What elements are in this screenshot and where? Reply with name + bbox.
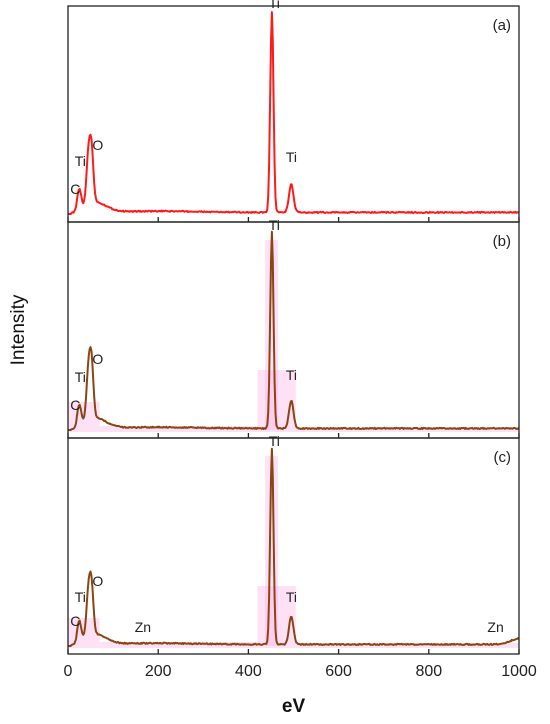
panel-frame (67, 437, 520, 655)
peak-label-o: O (92, 573, 103, 589)
peak-label-zn: Zn (487, 619, 503, 635)
peak-label-o: O (92, 137, 103, 153)
shaded-region (295, 427, 519, 432)
peak-label-ti: Ti (75, 589, 86, 605)
x-tick-label: 200 (145, 663, 172, 680)
shaded-region (99, 426, 258, 432)
panel-label: (a) (493, 17, 511, 34)
spectrum-line (67, 11, 520, 215)
x-tick-label: 400 (235, 663, 262, 680)
panel-1: (b) C Ti O Ti Ti (67, 217, 520, 439)
x-tick-label: 0 (64, 663, 73, 680)
peak-label-zn: Zn (135, 619, 151, 635)
peak-label-ti: Ti (75, 369, 86, 385)
shaded-region (295, 643, 519, 648)
spectrum-line (67, 230, 520, 431)
peak-label-ti: Ti (269, 217, 280, 233)
x-axis-title: eV (282, 696, 306, 717)
panel-2: (c) C Ti O Zn Ti Ti Zn (67, 433, 520, 655)
x-axis: 0 200 400 600 800 1000 (64, 663, 537, 680)
peak-label-ti: Ti (75, 153, 86, 169)
shaded-region (99, 642, 258, 648)
x-tick-label: 1000 (501, 663, 537, 680)
peak-label-ti: Ti (269, 0, 280, 11)
y-axis-title: Intensity (8, 294, 29, 365)
x-tick-label: 600 (325, 663, 352, 680)
peak-label-c: C (70, 181, 80, 197)
peak-label-c: C (70, 613, 80, 629)
peak-label-ti: Ti (286, 589, 297, 605)
spectra-panels: (a) C Ti O Ti Ti (b) C Ti O Ti Ti (c) C Ti O Zn Ti Ti Zn (67, 0, 520, 655)
panel-0: (a) C Ti O Ti Ti (67, 0, 520, 223)
panel-label: (c) (494, 449, 512, 466)
peak-label-ti: Ti (269, 433, 280, 449)
peak-label-ti: Ti (286, 149, 297, 165)
panel-label: (b) (493, 233, 511, 250)
spectrum-line (67, 447, 520, 647)
peak-label-c: C (70, 397, 80, 413)
x-tick-label: 800 (415, 663, 442, 680)
peak-label-ti: Ti (286, 367, 297, 383)
peak-label-o: O (92, 351, 103, 367)
